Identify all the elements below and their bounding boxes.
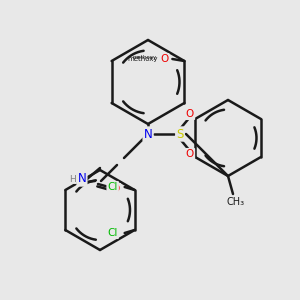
Text: H: H: [70, 175, 76, 184]
Text: N: N: [144, 128, 152, 140]
Text: N: N: [78, 172, 86, 185]
Text: S: S: [176, 128, 184, 140]
Text: O: O: [160, 54, 169, 64]
Text: O: O: [112, 184, 120, 194]
Text: CH₃: CH₃: [227, 197, 245, 207]
Text: Cl: Cl: [107, 182, 118, 192]
Text: O: O: [186, 149, 194, 159]
Text: methoxy: methoxy: [127, 56, 158, 62]
Text: O: O: [186, 109, 194, 119]
Text: methoxy: methoxy: [132, 56, 157, 61]
Text: Cl: Cl: [107, 228, 118, 238]
